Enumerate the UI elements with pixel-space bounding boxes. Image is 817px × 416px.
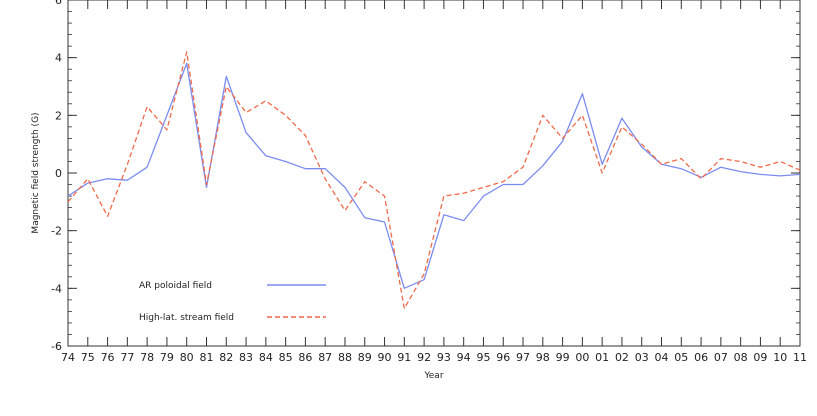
- x-tick-label: 75: [81, 351, 95, 364]
- y-tick-label: -6: [51, 340, 62, 353]
- x-tick-label: 81: [199, 351, 213, 364]
- x-tick-label: 78: [140, 351, 154, 364]
- x-tick-label: 94: [457, 351, 471, 364]
- x-tick-label: 91: [397, 351, 411, 364]
- legend-label-high-lat-stream: High-lat. stream field: [139, 313, 234, 323]
- x-tick-label: 09: [753, 351, 767, 364]
- x-tick-label: 90: [378, 351, 392, 364]
- x-tick-label: 76: [101, 351, 115, 364]
- x-tick-label: 06: [694, 351, 708, 364]
- x-tick-label: 97: [516, 351, 530, 364]
- x-tick-label: 84: [259, 351, 273, 364]
- series-line-high-lat-stream: [67, 51, 801, 310]
- x-tick-label: 79: [160, 351, 174, 364]
- y-tick-label: -4: [51, 282, 62, 295]
- x-tick-label: 87: [318, 351, 332, 364]
- series-line-ar-poloidal: [67, 62, 801, 289]
- x-tick-label: 93: [437, 351, 451, 364]
- y-tick-label: 2: [55, 109, 62, 122]
- x-tick-label: 92: [417, 351, 431, 364]
- y-axis-title: Magnetic field strength (G): [31, 112, 41, 233]
- x-tick-label: 10: [773, 351, 787, 364]
- x-tick-label: 03: [635, 351, 649, 364]
- x-tick-label: 74: [61, 351, 75, 364]
- x-tick-label: 98: [536, 351, 550, 364]
- y-tick-label: 4: [55, 52, 62, 65]
- x-tick-label: 04: [655, 351, 669, 364]
- x-tick-label: 02: [615, 351, 629, 364]
- legend-label-ar-poloidal: AR poloidal field: [139, 281, 212, 291]
- x-tick-label: 95: [476, 351, 490, 364]
- x-tick-label: 83: [239, 351, 253, 364]
- series-lines: [67, 51, 801, 310]
- x-tick-label: 88: [338, 351, 352, 364]
- y-tick-label: -2: [51, 225, 62, 238]
- x-tick-label: 00: [575, 351, 589, 364]
- x-axis-title: Year: [423, 371, 443, 381]
- x-tick-label: 96: [496, 351, 510, 364]
- x-tick-label: 86: [298, 351, 312, 364]
- x-tick-label: 08: [734, 351, 748, 364]
- x-tick-label: 07: [714, 351, 728, 364]
- x-tick-label: 85: [279, 351, 293, 364]
- x-tick-label: 80: [180, 351, 194, 364]
- axis-ticks: [67, 0, 801, 347]
- x-tick-label: 82: [219, 351, 233, 364]
- legend: AR poloidal field High-lat. stream field: [139, 281, 326, 323]
- x-tick-label: 77: [120, 351, 134, 364]
- x-tick-label: 11: [793, 351, 807, 364]
- x-tick-label: 99: [556, 351, 570, 364]
- y-tick-label: 0: [55, 167, 62, 180]
- tick-labels: 74 75 76 77 78 79 80 81 82 83 84 85 86 87 88 89 90 91 92 93…: [51, 0, 807, 364]
- y-tick-label: 6: [55, 0, 62, 7]
- x-tick-label: 01: [595, 351, 609, 364]
- x-tick-label: 05: [674, 351, 688, 364]
- x-tick-label: 89: [358, 351, 372, 364]
